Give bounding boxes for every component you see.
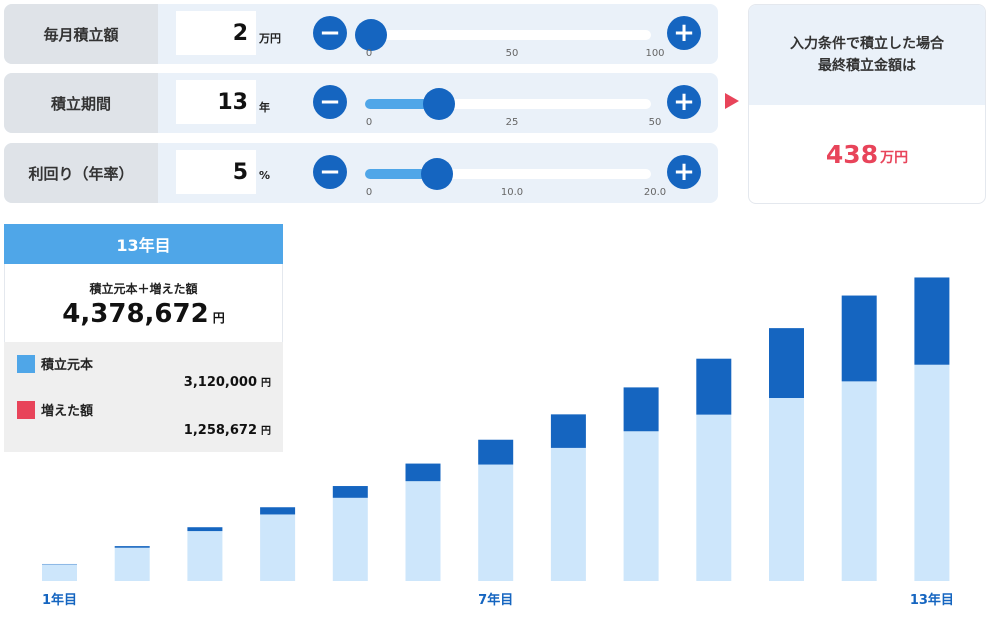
yield-label: 利回り（年率） [4, 143, 158, 203]
result-arrow-icon [725, 93, 739, 109]
yield-slider[interactable] [365, 158, 651, 190]
principal-value: 3,120,000 [183, 375, 257, 390]
x-axis-label: 13年目 [910, 592, 954, 608]
result-panel: 入力条件で積立した場合 最終積立金額は 438 万円 [748, 4, 986, 204]
bar-principal[interactable] [769, 398, 804, 581]
slider-tick-label: 50 [505, 48, 519, 59]
yield-slider-fill [365, 169, 437, 179]
yield-row: 利回り（年率） 5 % − + 0 10.0 20.0 [4, 143, 718, 203]
summary-total-value: 4,378,672 [62, 299, 209, 329]
yen-unit: 円 [212, 311, 225, 325]
x-axis-label: 7年目 [478, 592, 513, 608]
bar-gain[interactable] [841, 295, 877, 382]
bar-gain[interactable] [914, 277, 950, 365]
bar-gain[interactable] [187, 527, 223, 532]
plus-icon: + [673, 157, 695, 187]
bar-principal[interactable] [550, 447, 586, 581]
bar-gain[interactable] [405, 463, 441, 482]
gain-label: 増えた額 [41, 404, 94, 419]
summary-year-title: 13年目 [4, 224, 283, 264]
bar-principal[interactable] [187, 531, 223, 581]
summary-total-label: 積立元本＋増えた額 [89, 282, 198, 296]
yen-unit: 円 [261, 378, 271, 389]
result-heading-line2: 最終積立金額は [818, 58, 916, 74]
gain-swatch [17, 400, 35, 419]
bar-gain[interactable] [696, 358, 732, 415]
minus-icon: − [319, 87, 341, 117]
x-axis-label: 1年目 [42, 592, 77, 608]
monthly-amount-minus-button[interactable]: − [313, 16, 347, 50]
yield-slider-handle[interactable] [420, 158, 453, 190]
bar-gain[interactable] [550, 414, 586, 448]
summary-total-amount: 4,378,672 円 [5, 299, 282, 329]
bar-principal[interactable] [260, 514, 296, 581]
yield-unit: % [259, 169, 271, 182]
period-minus-button[interactable]: − [313, 85, 347, 119]
period-slider-handle[interactable] [423, 88, 456, 120]
gain-amount: 1,258,672 円 [184, 422, 271, 438]
bar-gain[interactable] [114, 546, 150, 548]
bar-gain[interactable] [478, 439, 514, 465]
legend-gain: 増えた額 [17, 400, 93, 419]
monthly-amount-slider-handle[interactable] [354, 19, 387, 51]
bar-principal[interactable] [914, 364, 950, 581]
bar-principal[interactable] [42, 564, 77, 581]
bar-principal[interactable] [623, 431, 659, 581]
bar-gain[interactable] [769, 328, 804, 398]
slider-tick-label: 0 [365, 48, 373, 59]
principal-swatch [17, 354, 35, 373]
yield-plus-button[interactable]: + [667, 155, 701, 189]
bar-principal[interactable] [696, 414, 732, 581]
period-row: 積立期間 13 年 − + 0 25 50 [4, 73, 718, 133]
slider-tick-label: 10.0 [500, 187, 524, 198]
period-plus-button[interactable]: + [667, 85, 701, 119]
slider-tick-label: 100 [645, 48, 665, 59]
result-unit: 万円 [880, 150, 909, 166]
monthly-amount-slider[interactable] [354, 19, 651, 51]
period-input[interactable]: 13 [176, 80, 256, 124]
plus-icon: + [673, 18, 695, 48]
slider-tick-label: 20.0 [643, 187, 667, 198]
minus-icon: − [319, 18, 341, 48]
bar-principal[interactable] [478, 464, 514, 581]
monthly-amount-plus-button[interactable]: + [667, 16, 701, 50]
monthly-amount-unit: 万円 [259, 32, 281, 45]
bar-principal[interactable] [114, 547, 150, 581]
slider-tick-label: 25 [505, 117, 519, 128]
result-amount: 438 [825, 139, 879, 169]
bar-gain[interactable] [260, 507, 296, 515]
period-slider-fill [365, 99, 440, 109]
year-summary-card: 13年目 積立元本＋増えた額 4,378,672 円 積立元本 3,120,000… [4, 224, 283, 452]
period-slider[interactable] [365, 88, 651, 120]
monthly-amount-input[interactable]: 2 [176, 11, 256, 55]
slider-tick-label: 50 [648, 117, 662, 128]
bar-principal[interactable] [405, 481, 441, 581]
legend-principal: 積立元本 [17, 354, 93, 373]
bar-gain[interactable] [332, 486, 368, 498]
principal-amount: 3,120,000 円 [184, 374, 271, 390]
period-label: 積立期間 [4, 73, 158, 133]
slider-tick-label: 0 [365, 117, 373, 128]
gain-value: 1,258,672 [183, 423, 257, 438]
bar-principal[interactable] [841, 381, 877, 581]
slider-tick-label: 0 [365, 187, 373, 198]
plus-icon: + [673, 87, 695, 117]
bar-principal[interactable] [332, 497, 368, 581]
yield-input[interactable]: 5 [176, 150, 256, 194]
result-heading-line1: 入力条件で積立した場合 [790, 36, 944, 52]
period-unit: 年 [259, 101, 270, 114]
minus-icon: − [319, 157, 341, 187]
yield-minus-button[interactable]: − [313, 155, 347, 189]
monthly-amount-label: 毎月積立額 [4, 4, 158, 64]
summary-breakdown: 積立元本 3,120,000 円 増えた額 1,258,672 円 [4, 342, 283, 452]
result-heading: 入力条件で積立した場合 最終積立金額は [749, 5, 985, 105]
yen-unit: 円 [261, 426, 271, 437]
summary-total: 積立元本＋増えた額 4,378,672 円 [4, 264, 283, 342]
result-value: 438 万円 [749, 105, 985, 203]
monthly-amount-row: 毎月積立額 2 万円 − + 0 50 100 [4, 4, 718, 64]
principal-label: 積立元本 [41, 358, 94, 373]
bar-gain[interactable] [623, 387, 659, 432]
